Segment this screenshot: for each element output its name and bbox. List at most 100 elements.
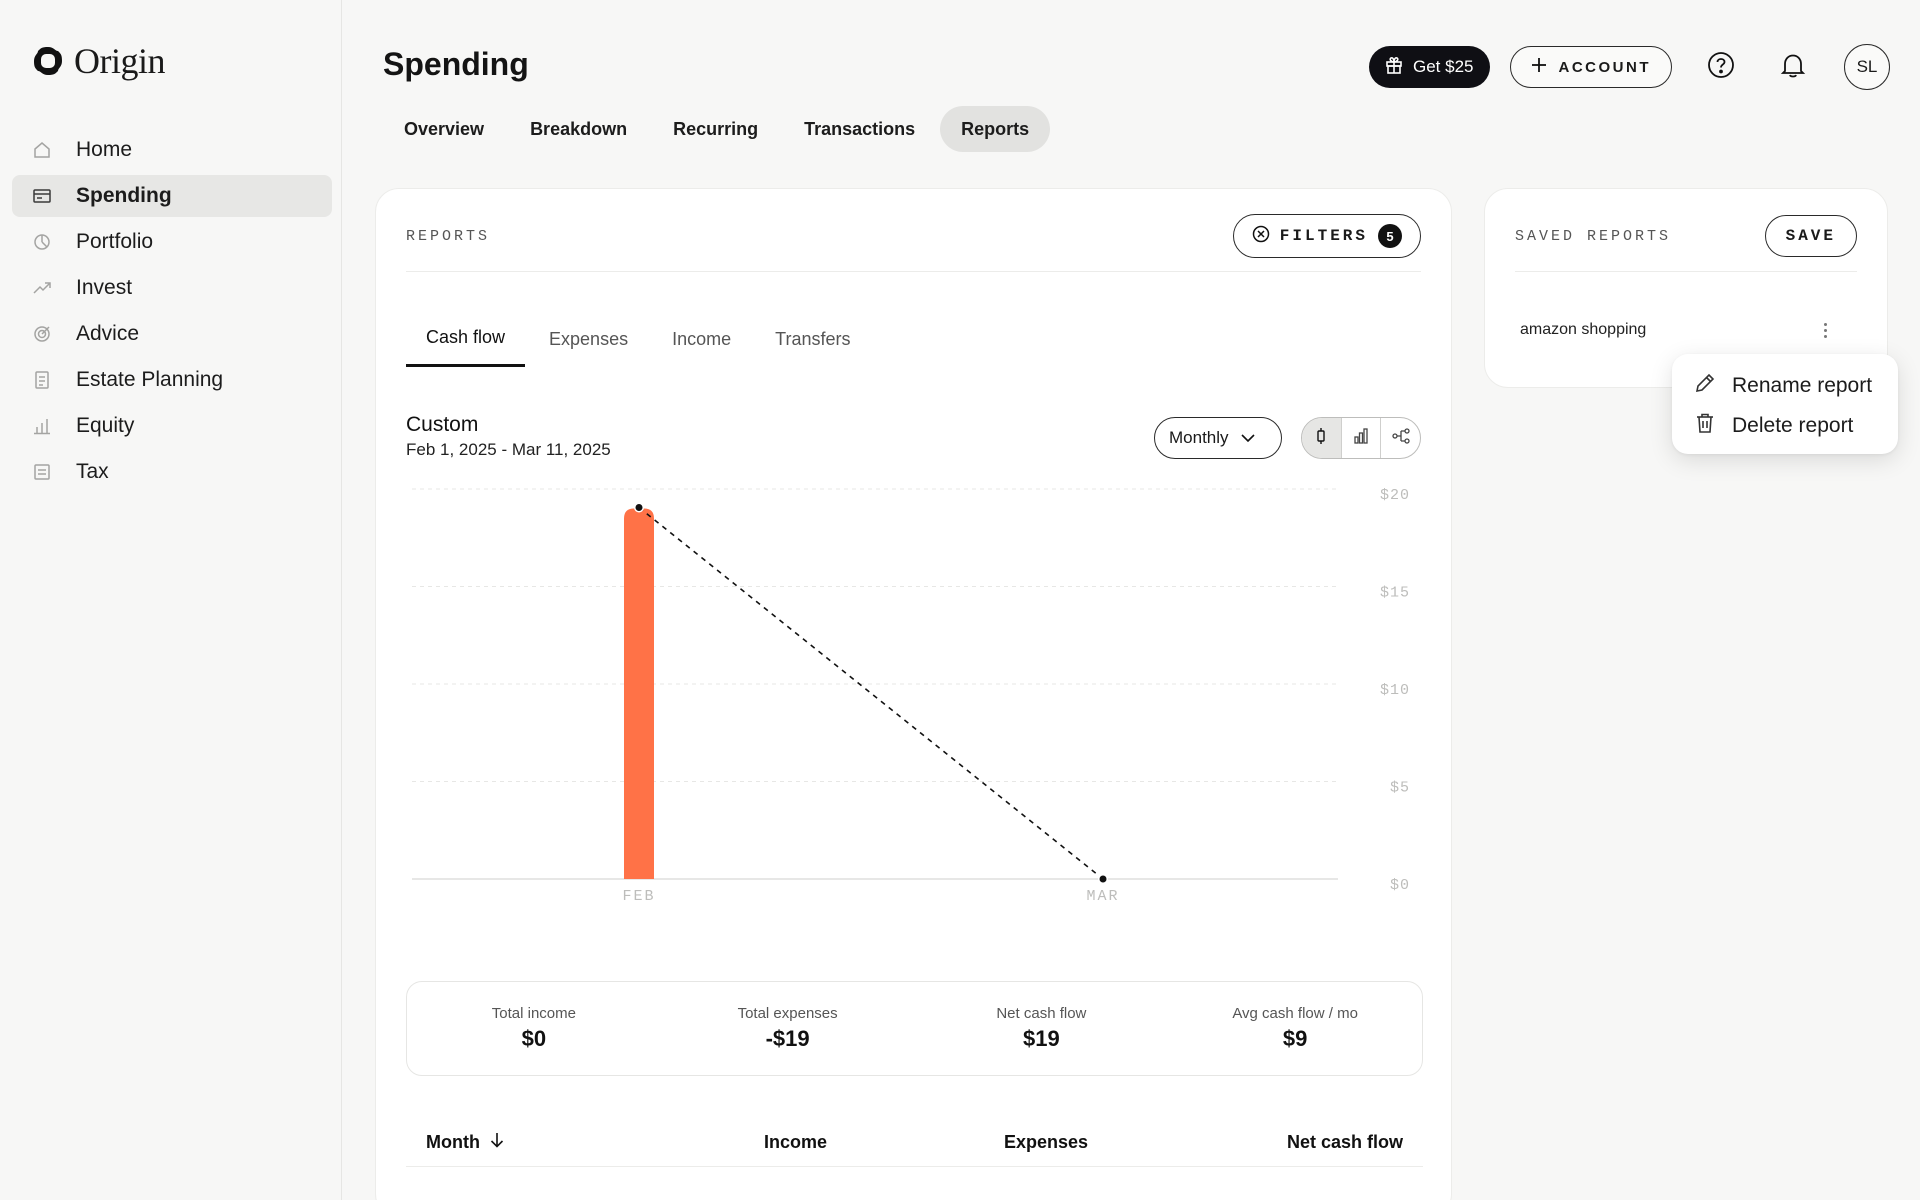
summary-label: Avg cash flow / mo	[1232, 1005, 1358, 1022]
summary-net-cash-flow: Net cash flow $19	[915, 982, 1169, 1075]
clear-filter-icon[interactable]	[1252, 225, 1270, 248]
pencil-icon	[1694, 372, 1716, 400]
report-type-tabs: Cash flow Expenses Income Transfers	[406, 311, 874, 367]
saved-reports-section-label: SAVED REPORTS	[1515, 228, 1672, 245]
sidebar-item-advice[interactable]: Advice	[12, 313, 332, 355]
sidebar-item-home[interactable]: Home	[12, 129, 332, 171]
tab-cash-flow[interactable]: Cash flow	[406, 311, 526, 367]
get-25-label: Get $25	[1413, 57, 1474, 76]
saved-report-context-menu: Rename report Delete report	[1672, 354, 1898, 454]
plus-icon	[1531, 57, 1547, 77]
x-tick-label: FEB	[622, 888, 655, 905]
bar-chart-button[interactable]	[1342, 418, 1382, 458]
add-account-button[interactable]: ACCOUNT	[1509, 46, 1672, 88]
reports-card: REPORTS FILTERS 5 Cash flow Expenses Inc…	[375, 188, 1452, 1200]
sidebar-item-label: Invest	[76, 276, 133, 299]
header-actions: Get $25 ACCOUNT SL	[1369, 44, 1890, 90]
sidebar-item-label: Home	[76, 138, 133, 161]
line-point	[1099, 875, 1107, 883]
add-account-label: ACCOUNT	[1558, 58, 1651, 76]
period-select-value: Monthly	[1169, 428, 1229, 447]
summary-value: -$19	[765, 1026, 810, 1051]
summary-total-expenses: Total expenses -$19	[661, 982, 915, 1075]
tab-breakdown[interactable]: Breakdown	[530, 118, 628, 139]
card-icon	[32, 186, 52, 206]
divider	[406, 271, 1421, 272]
pie-icon	[32, 232, 52, 252]
delete-report-menu-item[interactable]: Delete report	[1672, 406, 1898, 446]
column-header-month[interactable]: Month	[426, 1132, 504, 1153]
y-tick-label: $15	[1380, 585, 1410, 602]
sidebar-item-tax[interactable]: Tax	[12, 451, 332, 493]
trash-icon	[1694, 412, 1716, 440]
period-select[interactable]: Monthly	[1154, 417, 1282, 459]
summary-value: $19	[1023, 1026, 1060, 1051]
origin-logo-icon	[32, 45, 64, 77]
sidebar-nav: Home Spending Portfolio Invest Advice Es…	[12, 129, 332, 497]
bar	[624, 508, 654, 879]
save-report-button[interactable]: SAVE	[1764, 215, 1857, 257]
tab-transfers[interactable]: Transfers	[775, 328, 851, 349]
sidebar-item-label: Tax	[76, 460, 109, 483]
get-25-button[interactable]: Get $25	[1369, 46, 1490, 88]
reports-section-label: REPORTS	[406, 228, 491, 245]
tab-overview[interactable]: Overview	[404, 118, 485, 139]
document-icon	[32, 370, 52, 390]
delete-report-label: Delete report	[1732, 414, 1854, 437]
sidebar-item-label: Estate Planning	[76, 368, 224, 391]
summary-value: $0	[521, 1026, 547, 1051]
cash-flow-chart: $20 $15 $10 $5 $0 FEB MAR	[412, 487, 1410, 905]
bars-icon	[32, 416, 52, 436]
notifications-button[interactable]	[1772, 46, 1814, 88]
logo[interactable]: Origin	[32, 40, 166, 82]
x-tick-label: MAR	[1086, 888, 1119, 905]
y-tick-label: $0	[1390, 877, 1410, 894]
tab-transactions[interactable]: Transactions	[804, 118, 916, 139]
column-header-expenses[interactable]: Expenses	[1004, 1132, 1089, 1152]
column-header-net-cash-flow[interactable]: Net cash flow	[1286, 1132, 1403, 1152]
column-header-income[interactable]: Income	[764, 1132, 828, 1152]
rename-report-menu-item[interactable]: Rename report	[1672, 366, 1898, 406]
summary-avg-cash-flow: Avg cash flow / mo $9	[1168, 982, 1422, 1075]
line-point	[635, 504, 643, 511]
chevron-down-icon	[1240, 428, 1255, 448]
summary-total-income: Total income $0	[407, 982, 661, 1075]
spending-tabs: Overview Breakdown Recurring Transaction…	[383, 106, 1051, 152]
sidebar-item-invest[interactable]: Invest	[12, 267, 332, 309]
sidebar-item-portfolio[interactable]: Portfolio	[12, 221, 332, 263]
logo-text: Origin	[74, 41, 166, 81]
sidebar-item-spending[interactable]: Spending	[12, 175, 332, 217]
summary-value: $9	[1282, 1026, 1308, 1051]
receipt-icon	[32, 462, 52, 482]
date-range-value: Feb 1, 2025 - Mar 11, 2025	[406, 440, 611, 459]
filters-count-badge: 5	[1378, 224, 1402, 248]
tab-expenses[interactable]: Expenses	[549, 328, 629, 349]
tab-income[interactable]: Income	[672, 328, 732, 349]
flow-chart-button[interactable]	[1381, 418, 1420, 458]
help-button[interactable]	[1700, 46, 1742, 88]
candlestick-chart-button[interactable]	[1302, 418, 1342, 458]
saved-report-item[interactable]: amazon shopping	[1520, 321, 1647, 338]
sidebar: Origin Home Spending Portfolio Invest Ad…	[0, 0, 342, 1200]
avatar[interactable]: SL	[1844, 44, 1890, 90]
table-header: Month Income Expenses Net cash flow	[406, 1119, 1423, 1167]
summary-bar: Total income $0 Total expenses -$19 Net …	[406, 981, 1423, 1076]
summary-label: Total income	[491, 1005, 576, 1022]
sidebar-item-equity[interactable]: Equity	[12, 405, 332, 447]
sidebar-item-estate-planning[interactable]: Estate Planning	[12, 359, 332, 401]
bell-icon	[1779, 51, 1807, 84]
page-title: Spending	[383, 46, 529, 82]
net-cash-flow-line	[638, 506, 1104, 880]
tab-reports[interactable]: Reports	[940, 106, 1051, 152]
tab-recurring[interactable]: Recurring	[673, 118, 759, 139]
y-tick-label: $20	[1380, 487, 1410, 504]
filters-button[interactable]: FILTERS 5	[1232, 214, 1421, 258]
summary-label: Net cash flow	[996, 1005, 1087, 1022]
flow-chart-icon	[1392, 427, 1410, 449]
bar-chart-icon	[1353, 427, 1369, 449]
gift-icon	[1385, 56, 1403, 79]
more-options-icon[interactable]	[1815, 317, 1835, 343]
rename-report-label: Rename report	[1732, 374, 1873, 397]
filters-label: FILTERS	[1279, 227, 1368, 245]
y-tick-label: $10	[1380, 682, 1410, 699]
